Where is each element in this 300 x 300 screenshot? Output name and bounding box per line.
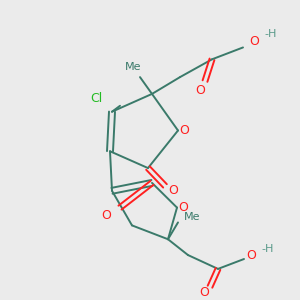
Text: O: O bbox=[178, 201, 188, 214]
Text: Me: Me bbox=[184, 212, 200, 223]
Text: O: O bbox=[246, 249, 256, 262]
Text: O: O bbox=[179, 124, 189, 137]
Text: O: O bbox=[195, 85, 205, 98]
Text: -H: -H bbox=[265, 28, 277, 39]
Text: Cl: Cl bbox=[90, 92, 102, 105]
Text: -H: -H bbox=[262, 244, 274, 254]
Text: O: O bbox=[168, 184, 178, 197]
Text: Me: Me bbox=[125, 62, 141, 72]
Text: O: O bbox=[249, 35, 259, 48]
Text: O: O bbox=[199, 286, 209, 299]
Text: O: O bbox=[101, 209, 111, 222]
